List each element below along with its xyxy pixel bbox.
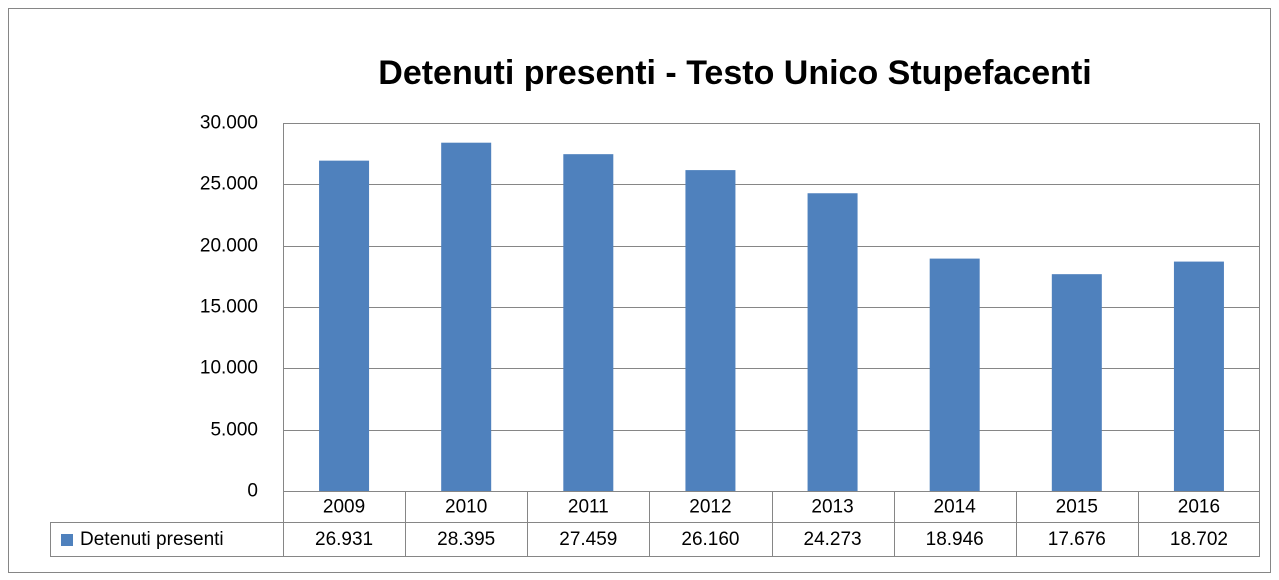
y-tick-label: 5.000 [210,420,258,441]
bar [807,193,858,491]
legend-swatch [61,534,73,546]
x-tick-label: 2010 [445,497,487,518]
data-table-value: 26.160 [681,529,739,550]
chart-title: Detenuti presenti - Testo Unico Stupefac… [378,54,1091,92]
data-table-value: 26.931 [315,529,373,550]
y-tick-label: 15.000 [200,297,258,318]
data-table-value: 17.676 [1048,529,1106,550]
bar [685,170,736,491]
data-table-value: 18.702 [1170,529,1228,550]
bar [563,154,614,491]
data-table-value: 18.946 [926,529,984,550]
y-tick-label: 0 [247,481,258,502]
x-tick-label: 2009 [323,497,365,518]
data-table-value: 28.395 [437,529,495,550]
x-tick-label: 2012 [689,497,731,518]
y-tick-label: 10.000 [200,358,258,379]
data-table-value: 27.459 [559,529,617,550]
data-table-value: 24.273 [804,529,862,550]
x-tick-label: 2011 [568,497,609,518]
bar [929,258,980,491]
legend-label: Detenuti presenti [80,529,224,550]
bar [1051,274,1102,491]
bar [1173,261,1224,491]
x-tick-label: 2015 [1056,497,1098,518]
y-tick-label: 25.000 [200,174,258,195]
x-tick-label: 2013 [811,497,853,518]
bar [441,142,492,492]
y-tick-label: 20.000 [200,236,258,257]
x-tick-label: 2016 [1178,497,1220,518]
y-tick-label: 30.000 [200,113,258,134]
x-tick-label: 2014 [934,497,977,518]
bar [319,160,370,491]
